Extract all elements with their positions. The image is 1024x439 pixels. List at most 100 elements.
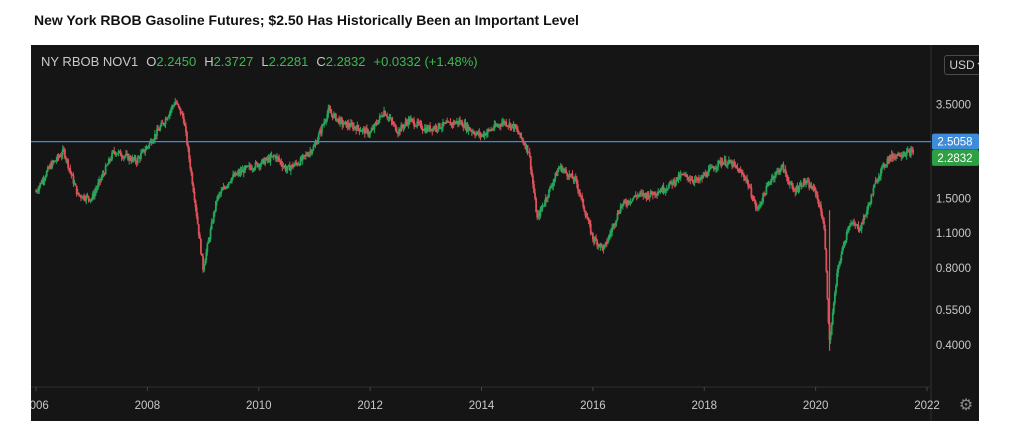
candle-body xyxy=(239,170,242,174)
currency-dropdown[interactable]: USD xyxy=(944,55,979,75)
candle-body xyxy=(254,162,257,169)
candle-body xyxy=(309,150,312,154)
candle-body xyxy=(277,156,279,158)
candle-body xyxy=(35,191,37,193)
candle-body xyxy=(841,247,844,255)
candle-body xyxy=(86,195,89,197)
candle-body xyxy=(844,240,847,244)
candle-body xyxy=(83,195,86,200)
candle-body xyxy=(398,129,400,134)
candle-body xyxy=(165,118,168,120)
candle-body xyxy=(571,173,574,179)
candle-body xyxy=(238,171,241,174)
candle-body xyxy=(243,166,246,173)
candle-body xyxy=(603,244,606,247)
candle-body xyxy=(85,195,88,201)
candle-body xyxy=(340,118,343,120)
candle-body xyxy=(300,158,303,161)
candle-body xyxy=(502,120,504,124)
candle-body xyxy=(98,179,101,183)
candle-body xyxy=(302,155,305,157)
candle-body xyxy=(805,182,807,184)
candle-body xyxy=(746,178,748,181)
candle-body xyxy=(159,126,162,131)
candle-body xyxy=(101,174,104,178)
candle-body xyxy=(92,193,95,197)
candle-body xyxy=(259,163,262,167)
candle-body xyxy=(373,123,376,129)
candle-body xyxy=(446,121,449,123)
candle-body xyxy=(642,192,645,197)
x-tick-label: 2020 xyxy=(803,400,829,412)
candle-body xyxy=(834,292,836,304)
candle-body xyxy=(873,183,876,188)
candle-body xyxy=(299,158,302,166)
candle-body xyxy=(735,165,738,168)
candle-body xyxy=(895,154,897,159)
candle-body xyxy=(649,191,652,196)
candle-body xyxy=(613,224,616,226)
open-label: O xyxy=(146,54,157,69)
candle-body xyxy=(96,187,98,190)
candle-body xyxy=(615,219,618,224)
candle-body xyxy=(403,124,406,128)
candle-body xyxy=(428,125,430,131)
candle-body xyxy=(94,191,96,197)
candle-body xyxy=(625,201,627,204)
candle-body xyxy=(629,201,632,203)
candle-body xyxy=(544,197,547,204)
candle-body xyxy=(200,238,202,254)
candle-body xyxy=(763,193,766,195)
candle-body xyxy=(310,150,313,154)
candle-body xyxy=(685,174,687,176)
candle-body xyxy=(440,127,443,129)
candle-body xyxy=(209,228,212,239)
candle-body xyxy=(449,122,452,126)
candle-body xyxy=(866,209,868,215)
candle-body xyxy=(173,105,176,107)
candle-body xyxy=(285,169,288,171)
candle-body xyxy=(836,272,838,286)
candle-body xyxy=(557,168,560,171)
candle-body xyxy=(730,161,732,164)
candle-body xyxy=(481,133,484,136)
candle-body xyxy=(257,164,260,167)
candle-body xyxy=(683,174,685,176)
candle-body xyxy=(840,254,843,261)
close-label: C xyxy=(316,54,326,69)
candle-body xyxy=(95,189,97,192)
candle-body xyxy=(727,160,730,163)
candle-body xyxy=(137,157,140,159)
candle-body xyxy=(269,155,272,162)
candle-body xyxy=(118,151,121,153)
candle-body xyxy=(306,154,308,156)
candle-body xyxy=(901,155,904,157)
candle-body xyxy=(110,159,112,161)
candle-body xyxy=(738,170,741,173)
candle-body xyxy=(910,149,912,156)
candle-body xyxy=(616,213,619,220)
candle-body xyxy=(113,150,116,152)
x-tick-label: 2012 xyxy=(357,400,383,412)
candle-body xyxy=(583,206,586,212)
candle-body xyxy=(274,155,277,159)
candle-body xyxy=(39,182,42,187)
candle-body xyxy=(801,186,804,188)
candle-body xyxy=(357,125,360,129)
candle-body xyxy=(248,165,251,167)
candle-body xyxy=(579,192,581,196)
gear-icon[interactable]: ⚙ xyxy=(958,397,974,414)
candle-body xyxy=(409,118,412,122)
candle-body xyxy=(851,223,853,225)
candle-body xyxy=(696,178,699,181)
candle-body xyxy=(541,206,544,209)
candle-body xyxy=(252,168,255,170)
candlestick-chart[interactable]: 2.5058 2.2832 3.5000 1.5000 1.1000 0.8000 0.5… xyxy=(31,45,979,421)
candle-body xyxy=(477,131,480,135)
chart-panel[interactable]: NY RBOB NOV1 O2.2450 H2.3727 L2.2281 C2.2832… xyxy=(31,45,979,421)
candle-body xyxy=(132,157,135,160)
candle-body xyxy=(466,123,469,131)
candle-body xyxy=(393,123,396,125)
candle-body xyxy=(265,157,268,161)
candle-body xyxy=(614,223,617,226)
